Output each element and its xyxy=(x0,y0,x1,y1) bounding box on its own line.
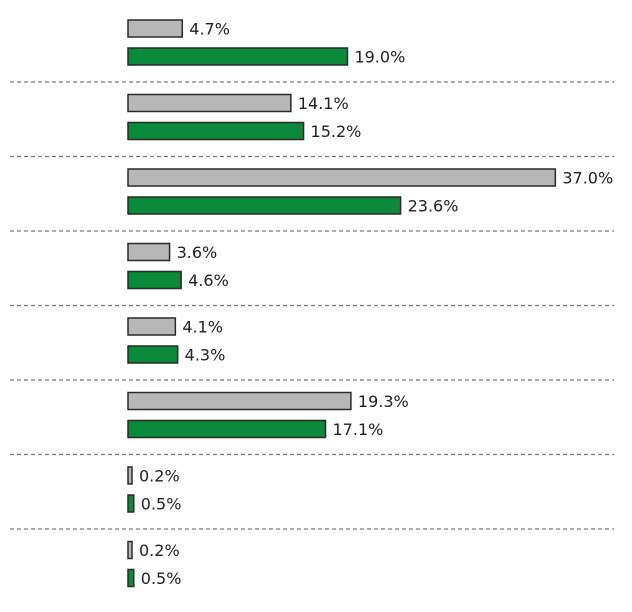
bar-5-series-2 xyxy=(127,345,179,364)
bar-1-series-2 xyxy=(127,47,349,66)
bar-8-series-1 xyxy=(127,540,133,560)
value-label-7-series-2: 0.5% xyxy=(141,495,182,514)
value-label-7-series-1: 0.2% xyxy=(139,467,180,486)
value-label-2-series-2: 15.2% xyxy=(311,122,362,141)
value-label-5-series-1: 4.1% xyxy=(182,318,223,337)
bar-2-series-2 xyxy=(127,121,305,141)
bar-7-series-1 xyxy=(127,466,133,485)
bar-7-series-2 xyxy=(127,494,135,513)
value-label-4-series-2: 4.6% xyxy=(188,271,229,290)
value-label-2-series-1: 14.1% xyxy=(298,94,349,113)
value-label-8-series-1: 0.2% xyxy=(139,541,180,560)
value-label-6-series-1: 19.3% xyxy=(358,392,409,411)
value-label-3-series-2: 23.6% xyxy=(408,197,459,216)
bar-4-series-2 xyxy=(127,270,182,290)
bar-4-series-1 xyxy=(127,242,171,262)
value-label-1-series-2: 19.0% xyxy=(354,48,405,67)
value-label-6-series-2: 17.1% xyxy=(333,420,384,439)
bar-2-series-1 xyxy=(127,93,292,113)
bar-3-series-1 xyxy=(127,168,557,187)
value-label-3-series-1: 37.0% xyxy=(562,169,613,188)
bar-5-series-1 xyxy=(127,317,177,336)
bar-6-series-1 xyxy=(127,391,352,411)
bar-8-series-2 xyxy=(127,568,135,588)
value-label-1-series-1: 4.7% xyxy=(189,20,230,39)
value-label-8-series-2: 0.5% xyxy=(141,569,182,588)
bar-6-series-2 xyxy=(127,419,327,439)
bar-1-series-1 xyxy=(127,19,184,38)
value-label-5-series-2: 4.3% xyxy=(185,346,226,365)
value-label-4-series-1: 3.6% xyxy=(177,243,218,262)
bar-3-series-2 xyxy=(127,196,402,215)
